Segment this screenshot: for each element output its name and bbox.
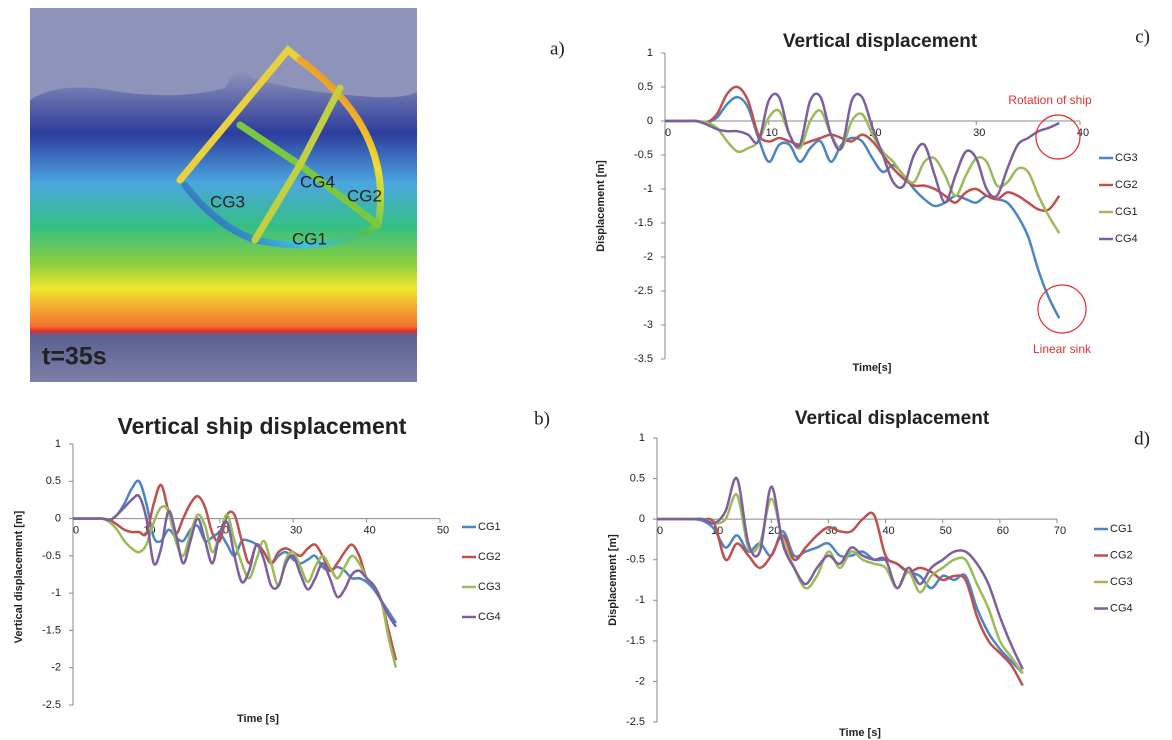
legend-label: CG2 [478, 551, 501, 563]
x-tick-label: 0 [657, 525, 663, 537]
cg-label: CG4 [300, 172, 335, 191]
simulation-image: CG4 CG3 CG2 CG1 t=35s [30, 8, 417, 383]
legend-label: CG3 [1110, 576, 1133, 588]
y-tick-label: 0.5 [638, 81, 653, 93]
legend-label: CG2 [1115, 179, 1138, 191]
x-tick-label: 20 [768, 525, 780, 537]
annotation: Linear sink [1033, 342, 1092, 356]
y-tick-label: -1.5 [634, 217, 653, 229]
legend-label: CG3 [1115, 152, 1138, 164]
x-tick-label: 30 [290, 524, 302, 536]
y-tick-label: 1 [55, 438, 61, 450]
legend-label: CG2 [1110, 549, 1133, 561]
y-tick-label: 0 [647, 115, 653, 127]
y-tick-label: 1 [639, 432, 645, 444]
y-tick-label: -2 [51, 662, 61, 674]
legend-label: CG1 [478, 521, 501, 533]
annotation: Rotation of ship [1008, 93, 1092, 107]
chart: Vertical displacement c) Time[s] Displaceme… [595, 26, 1150, 374]
y-tick-label: 0.5 [46, 475, 61, 487]
data-line [664, 108, 1061, 234]
data-line [657, 493, 1024, 675]
chart-title: Vertical ship displacement [118, 413, 407, 439]
y-tick-label: 1 [647, 47, 653, 59]
legend-label: CG4 [1110, 602, 1133, 614]
y-tick-label: -1.5 [42, 624, 61, 636]
x-tick-label: 10 [766, 127, 778, 139]
data-line [657, 511, 1024, 687]
y-tick-label: -2 [635, 675, 645, 687]
y-tick-label: -1 [635, 594, 645, 606]
data-line [657, 476, 1024, 670]
x-axis-label: Time[s] [853, 362, 892, 374]
y-tick-label: 0 [55, 512, 61, 524]
x-tick-label: 40 [882, 525, 894, 537]
x-tick-label: 70 [1054, 525, 1066, 537]
chart-title: Vertical displacement [795, 408, 990, 429]
cg-label: CG3 [210, 192, 245, 211]
y-tick-label: -1 [643, 183, 653, 195]
legend-label: CG1 [1110, 523, 1133, 535]
x-tick-label: 30 [973, 127, 985, 139]
chart: Vertical ship displacement b) Time [s] Vert… [13, 408, 550, 725]
x-tick-label: 40 [363, 524, 375, 536]
y-tick-label: -2.5 [634, 285, 653, 297]
cg-label: CG1 [292, 229, 327, 248]
chart-title: Vertical displacement [783, 31, 978, 52]
y-axis-label: Displacement [m] [607, 534, 619, 626]
time-label: t=35s [42, 343, 107, 371]
data-line [72, 483, 398, 661]
legend-label: CG4 [478, 611, 501, 623]
y-axis-label: Vertical displacement [m] [13, 510, 25, 643]
y-tick-label: -1 [51, 587, 61, 599]
data-line [657, 517, 1024, 675]
y-tick-label: -0.5 [626, 554, 645, 566]
data-line [664, 85, 1061, 212]
data-line [664, 92, 1060, 204]
y-tick-label: 0 [639, 513, 645, 525]
legend-label: CG3 [478, 581, 501, 593]
annotation-circle [1037, 284, 1087, 334]
legend-label: CG4 [1115, 233, 1138, 245]
x-axis-label: Time [s] [839, 727, 881, 739]
annotation-circle [1035, 114, 1081, 160]
data-line [72, 505, 398, 669]
x-tick-label: 50 [940, 525, 952, 537]
y-tick-label: -3.5 [634, 353, 653, 365]
cg-label: CG2 [347, 186, 382, 205]
y-tick-label: -2.5 [626, 716, 645, 728]
y-tick-label: -0.5 [42, 550, 61, 562]
y-tick-label: 0.5 [630, 472, 645, 484]
x-tick-label: 60 [997, 525, 1009, 537]
panel-label: b) [534, 408, 550, 429]
y-tick-label: -2.5 [42, 699, 61, 711]
x-axis-label: Time [s] [237, 713, 279, 725]
legend-label: CG1 [1115, 206, 1138, 218]
y-tick-label: -0.5 [634, 149, 653, 161]
y-tick-label: -2 [643, 251, 653, 263]
ship [176, 45, 385, 249]
panel-label: d) [1134, 428, 1150, 449]
data-line [72, 493, 398, 628]
chart: Vertical displacement d) Time [s] Displacem… [607, 408, 1150, 739]
panel-label: c) [1135, 26, 1150, 47]
y-tick-label: -1.5 [626, 635, 645, 647]
x-tick-label: 0 [665, 127, 671, 139]
x-tick-label: 50 [437, 524, 449, 536]
x-tick-label: 0 [73, 524, 79, 536]
y-axis-label: Displacement [m] [595, 160, 607, 252]
y-tick-label: -3 [643, 319, 653, 331]
panel-label: a) [550, 38, 565, 59]
